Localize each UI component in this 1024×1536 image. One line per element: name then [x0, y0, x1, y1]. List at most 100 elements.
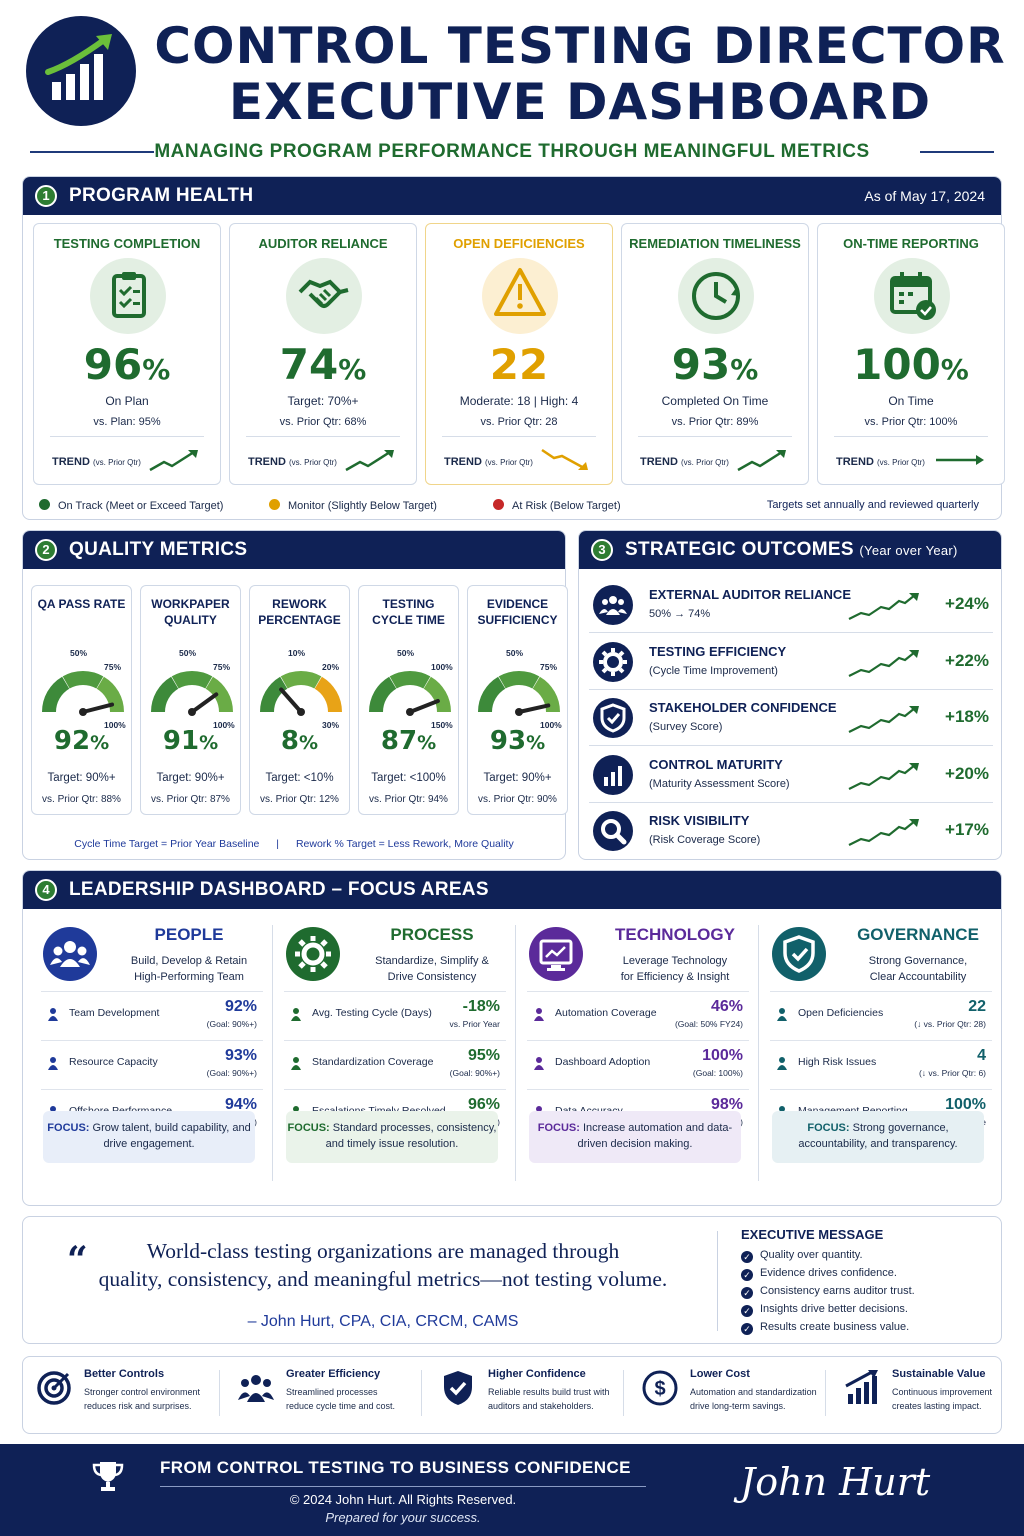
- gauge-tick: 50%: [506, 648, 524, 658]
- quote-mark-icon: “: [67, 1239, 88, 1281]
- focus-area-title: PEOPLE: [154, 925, 224, 944]
- strategic-row: RISK VISIBILITY (Risk Coverage Score) +17%: [589, 803, 993, 859]
- gauge-value: 93%: [468, 726, 567, 756]
- strategic-title: TESTING EFFICIENCY: [649, 643, 787, 659]
- gauge-prior: vs. Prior Qtr: 94%: [369, 794, 448, 805]
- focus-area-title: PROCESS: [390, 925, 474, 944]
- gauge-prior: vs. Prior Qtr: 87%: [151, 794, 230, 805]
- sparkline-up-icon: [847, 817, 921, 849]
- benefit-title: Greater Efficiency: [286, 1368, 381, 1380]
- check-icon: ✓: [741, 1305, 753, 1317]
- executive-message-text: Results create business value.: [760, 1321, 910, 1333]
- focus-area-governance: GOVERNANCE Strong Governance, Clear Accoun…: [762, 915, 996, 1191]
- gauge-value: 91%: [141, 726, 240, 756]
- gauge-prior: vs. Prior Qtr: 12%: [260, 794, 339, 805]
- trend-label: TREND (vs. Prior Qtr): [444, 456, 533, 468]
- metric-line-1: On Time: [888, 394, 934, 408]
- divider: [30, 151, 154, 153]
- gauge-tick: 30%: [322, 720, 340, 730]
- lightbulb-icon: [288, 1006, 304, 1022]
- benefit-line: drive long-term savings.: [690, 1401, 786, 1411]
- clock-icon: [678, 258, 754, 334]
- sparkline-up-icon: [847, 704, 921, 736]
- quality-metrics-header: 2 QUALITY METRICS: [23, 531, 565, 569]
- divider: [920, 151, 994, 153]
- strategic-title: STAKEHOLDER CONFIDENCE: [649, 700, 837, 715]
- section-number: 1: [35, 185, 57, 207]
- focus-area-icon: [529, 927, 583, 981]
- gauge-tick: 50%: [70, 648, 88, 658]
- focus-metric-value: 92%: [224, 998, 257, 1015]
- focus-label: FOCUS:: [537, 1122, 580, 1134]
- metric-line-1: Moderate: 18 | High: 4: [459, 394, 579, 408]
- trend-down-icon: [540, 446, 596, 474]
- gauge-prior: vs. Prior Qtr: 90%: [478, 794, 557, 805]
- section-title-text: STRATEGIC OUTCOMES: [625, 539, 854, 560]
- gauge-card: REWORK PERCENTAGE 10% 20% 30% 8% Target: <10%…: [249, 585, 350, 815]
- metric-line-2: vs. Prior Qtr: 28: [480, 416, 558, 428]
- focus-area-title: GOVERNANCE: [857, 925, 979, 944]
- focus-metric-value: -18%: [462, 998, 500, 1015]
- subtitle-line: Strong Governance,: [868, 955, 968, 967]
- focus-area-subtitle: Build, Develop & Retain High-Performing T…: [109, 953, 269, 985]
- benefit-description: Stronger control environment reduces risk…: [84, 1385, 214, 1413]
- strategic-title: EXTERNAL AUDITOR RELIANCE: [649, 587, 851, 602]
- strategic-subtitle: (Risk Coverage Score): [649, 834, 761, 846]
- strategic-value: +24%: [945, 594, 989, 613]
- divider: [717, 1231, 718, 1331]
- subtitle-line: High-Performing Team: [134, 971, 244, 983]
- gauge-tick: 50%: [179, 648, 197, 658]
- trend-up-icon: [344, 446, 400, 474]
- program-health-header: 1 PROGRAM HEALTH As of May 17, 2024: [23, 177, 1001, 215]
- metric-title: AUDITOR RELIANCE: [258, 236, 388, 251]
- executive-message-item: ✓ Quality over quantity.: [741, 1249, 863, 1263]
- metric-card: OPEN DEFICIENCIES 22 Moderate: 18 | High: …: [425, 223, 613, 485]
- metric-unit: %: [338, 353, 367, 386]
- prepared-text: Prepared for your success.: [325, 1510, 481, 1525]
- gauge-unit: %: [526, 732, 546, 754]
- benefit-line: Stronger control environment: [84, 1387, 201, 1397]
- dollar-icon: $: [640, 1368, 680, 1408]
- metric-number: 22: [489, 340, 549, 389]
- focus-area-people: PEOPLE Build, Develop & Retain High-Perfor…: [33, 915, 273, 1191]
- trend-note: (vs. Prior Qtr): [680, 458, 729, 467]
- trend-text: TREND: [52, 456, 90, 468]
- gauge-card: EVIDENCE SUFFICIENCY 50% 75% 100% 93% Target:…: [467, 585, 568, 815]
- focus-area-subtitle: Leverage Technology for Efficiency & Insi…: [595, 953, 755, 985]
- focus-box: FOCUS: Grow talent, build capability, an…: [43, 1111, 255, 1163]
- subtitle-bar: MANAGING PROGRAM PERFORMANCE THROUGH MEA…: [30, 139, 994, 165]
- section-number: 3: [591, 539, 613, 561]
- gauge-title: WORKPAPER QUALITY: [151, 597, 230, 627]
- focus-metric-row: Open Deficiencies 22 (↓ vs. Prior Qtr: 28): [770, 991, 992, 1039]
- section-number: 4: [35, 879, 57, 901]
- person-icon: [45, 1006, 61, 1022]
- divider: [442, 436, 596, 437]
- gauge-number: 92: [53, 726, 91, 756]
- check-icon: ✓: [741, 1269, 753, 1281]
- subtitle-line: Build, Develop & Retain: [130, 955, 248, 967]
- executive-message-text: Consistency earns auditor trust.: [760, 1285, 915, 1297]
- trophy-icon: [92, 1462, 124, 1491]
- metric-value: 74%: [230, 340, 416, 389]
- check-icon: ✓: [741, 1251, 753, 1263]
- focus-area-title: TECHNOLOGY: [615, 925, 735, 944]
- focus-metric-goal: (Goal: 90%+): [206, 1019, 257, 1029]
- quote-author: – John Hurt, CPA, CIA, CRCM, CAMS: [247, 1313, 519, 1330]
- trend-text: TREND: [836, 456, 874, 468]
- metric-card: REMEDIATION TIMELINESS 93% Completed On Ti…: [621, 223, 809, 485]
- gauge-unit: %: [199, 732, 219, 754]
- trend-text: TREND: [444, 456, 482, 468]
- trend-up-icon: [148, 446, 204, 474]
- legend-at-risk: At Risk (Below Target): [493, 499, 621, 512]
- metric-card: AUDITOR RELIANCE 74% Target: 70%+ vs. Prior…: [229, 223, 417, 485]
- trend-text: TREND: [248, 456, 286, 468]
- metric-line-1: On Plan: [105, 394, 149, 408]
- focus-metric-goal: (Goal: 90%+): [206, 1068, 257, 1078]
- focus-area-icon: [772, 927, 826, 981]
- metric-unit: %: [142, 353, 171, 386]
- focus-label: FOCUS:: [47, 1122, 90, 1134]
- focus-metric-name: Open Deficiencies: [798, 1007, 884, 1019]
- gauge-value: 87%: [359, 726, 458, 756]
- benefit-title: Better Controls: [84, 1368, 165, 1380]
- gauge-title: TESTING CYCLE TIME: [372, 597, 445, 627]
